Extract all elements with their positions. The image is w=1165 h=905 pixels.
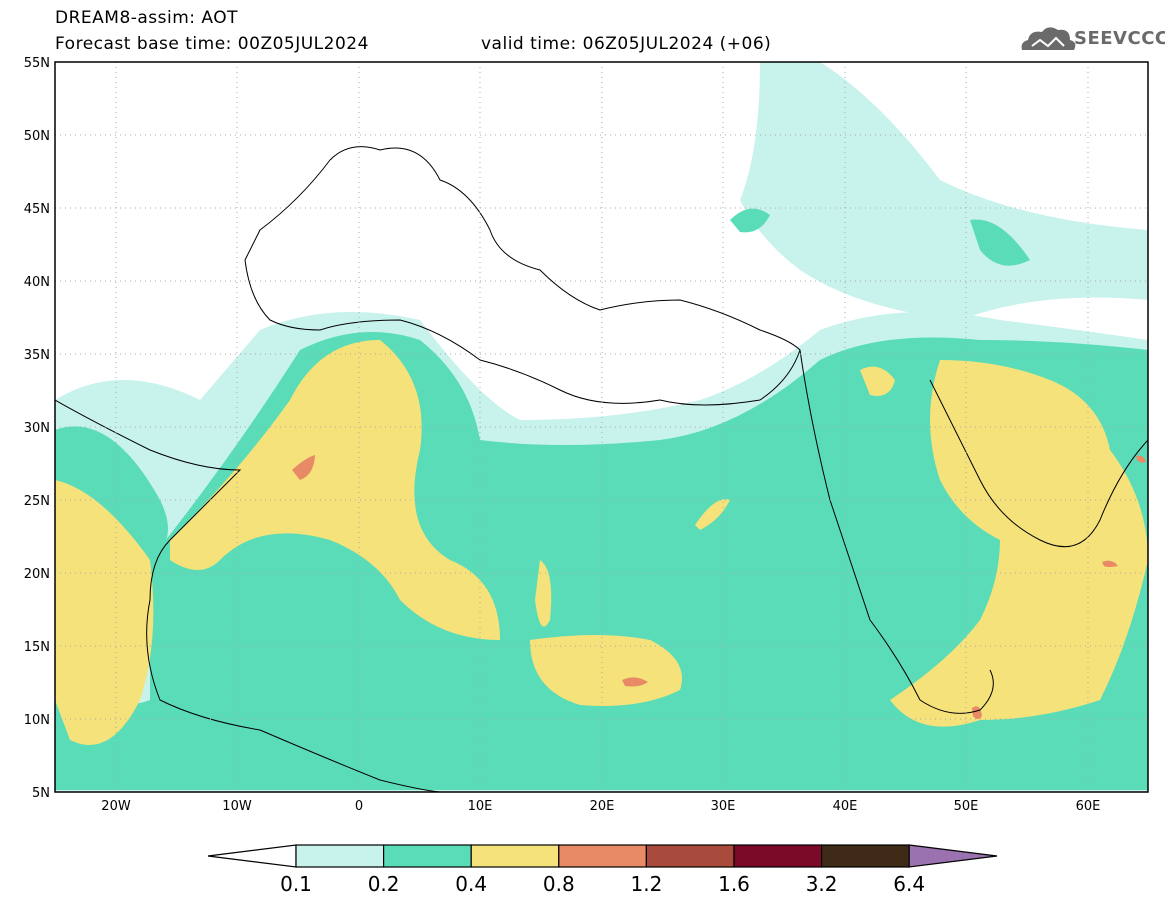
lon-grid: [115, 62, 1089, 792]
lat-label: 20N: [24, 567, 50, 582]
lon-label: 20E: [590, 799, 615, 814]
colorbar-label: 3.2: [805, 872, 838, 896]
colorbar-above-arrow: [908, 844, 998, 868]
map-title: DREAM8-assim: AOT: [55, 8, 239, 28]
lon-label: 0: [355, 799, 363, 814]
lat-label: 25N: [24, 494, 50, 509]
colorbar: [207, 844, 998, 868]
colorbar-bin: [645, 844, 735, 868]
colorbar-label: 0.4: [455, 872, 488, 896]
colorbar-label: 6.4: [893, 872, 926, 896]
lat-label: 5N: [32, 786, 50, 801]
aot-field-0.8: [292, 455, 1146, 719]
lat-label: 30N: [24, 421, 50, 436]
colorbar-label: 0.2: [367, 872, 400, 896]
logo-text: SEEVCCC: [1074, 28, 1165, 49]
lon-label: 10W: [222, 799, 252, 814]
lat-label: 45N: [24, 202, 50, 217]
lon-axis: 20W 10W 0 10E 20E 30E 40E 50E 60E: [101, 799, 1100, 814]
lon-label: 20W: [101, 799, 131, 814]
valid-time: valid time: 06Z05JUL2024 (+06): [481, 34, 772, 54]
cloud-icon: [1021, 27, 1076, 50]
lat-label: 10N: [24, 713, 50, 728]
colorbar-bin: [820, 844, 910, 868]
colorbar-label: 1.2: [630, 872, 663, 896]
coastlines: [55, 146, 1148, 792]
colorbar-label: 0.1: [280, 872, 312, 896]
lat-label: 15N: [24, 640, 50, 655]
colorbar-bin: [295, 844, 385, 868]
lat-label: 40N: [24, 275, 50, 290]
lat-label: 35N: [24, 348, 50, 363]
colorbar-bin: [470, 844, 560, 868]
colorbar-label: 1.6: [718, 872, 750, 896]
colorbar-bin: [383, 844, 472, 868]
colorbar-below-arrow: [207, 844, 297, 868]
lon-label: 60E: [1076, 799, 1101, 814]
lat-axis: 55N 50N 45N 40N 35N 30N 25N 20N 15N 10N …: [24, 56, 50, 801]
lon-label: 10E: [468, 799, 493, 814]
lat-label: 55N: [24, 56, 50, 71]
lon-label: 30E: [711, 799, 736, 814]
forecast-base-time: Forecast base time: 00Z05JUL2024: [55, 34, 369, 54]
colorbar-label: 0.8: [542, 872, 575, 896]
colorbar-bin: [733, 844, 823, 868]
aot-field-0.4: [55, 340, 1148, 745]
lon-label: 50E: [954, 799, 979, 814]
lat-label: 50N: [24, 129, 50, 144]
map-frame: [54, 61, 1149, 793]
lon-label: 40E: [833, 799, 858, 814]
colorbar-bin: [558, 844, 647, 868]
